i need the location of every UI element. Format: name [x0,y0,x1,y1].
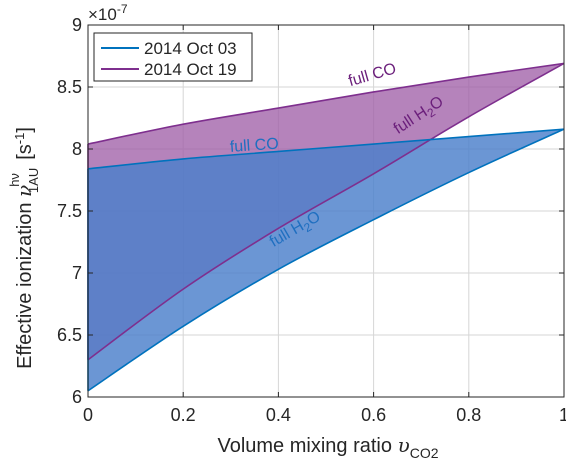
x-tick-label: 0 [83,405,93,425]
legend-box [93,32,253,82]
legend-label: 2014 Oct 19 [144,60,237,79]
y-tick-label: 8 [72,139,82,159]
y-tick-label: 6.5 [57,325,82,345]
x-tick-label: 1 [559,405,566,425]
x-tick-label: 0.4 [266,405,291,425]
y-axis-label: Effective ionization νhν 1AU[s-1] [7,127,41,369]
area-2014-oct-19 [88,63,564,360]
annotation-label: full CO [347,60,399,90]
y-tick-label: 7.5 [57,201,82,221]
y-tick-label: 6 [72,387,82,407]
area-2014-oct-03 [88,129,564,391]
line-full-co-1 [87,62,565,145]
legend-label: 2014 Oct 03 [144,39,237,58]
y-tick-label: 9 [72,15,82,35]
legend: 2014 Oct 03 2014 Oct 19 [93,32,253,82]
line-full-h2o-1 [87,62,565,361]
line-full-co-0 [87,128,565,170]
x-tick-label: 0.6 [361,405,386,425]
line-full-h2o-0 [87,128,565,392]
x-tick-label: 0.2 [171,405,196,425]
axis-ticks: 0 0.2 0.4 0.6 0.8 1 6 6.5 7 7.5 8 8.5 9 [57,15,566,425]
y-axis-multiplier: ×10-7 [88,2,128,24]
x-tick-label: 0.8 [456,405,481,425]
annotation-label: full CO [229,136,279,156]
x-axis-label: Volume mixing ratio υCO2 [217,433,438,461]
y-tick-label: 8.5 [57,77,82,97]
shaded-areas [88,63,564,391]
y-tick-label: 7 [72,263,82,283]
